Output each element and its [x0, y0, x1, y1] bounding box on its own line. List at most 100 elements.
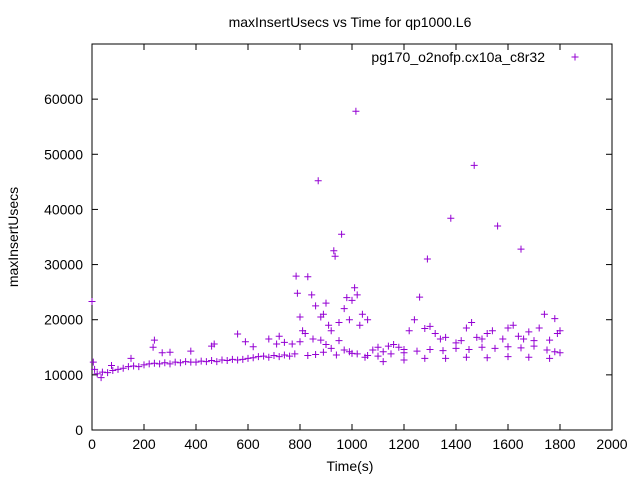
data-point — [213, 358, 221, 366]
data-point — [249, 343, 257, 351]
data-point — [345, 316, 353, 324]
data-point — [322, 299, 330, 307]
data-point — [442, 354, 450, 362]
data-point — [426, 322, 434, 330]
data-point — [421, 354, 429, 362]
data-point — [265, 335, 273, 343]
data-point — [325, 321, 333, 329]
data-point — [410, 316, 418, 324]
data-point — [234, 356, 242, 364]
x-tick-label: 200 — [132, 436, 156, 452]
data-point — [358, 310, 366, 318]
y-axis: 0 10000 20000 30000 40000 50000 60000 — [44, 91, 612, 438]
data-points — [88, 107, 564, 382]
data-point — [352, 107, 360, 115]
data-point — [431, 330, 439, 337]
data-point — [452, 344, 460, 352]
data-point — [322, 341, 330, 349]
data-point — [176, 359, 184, 367]
data-point — [244, 354, 252, 362]
data-point — [223, 357, 231, 365]
data-point — [319, 310, 327, 318]
data-point — [374, 352, 382, 360]
data-point — [504, 353, 512, 361]
data-point — [293, 289, 301, 297]
data-point — [351, 284, 359, 292]
x-axis: 0 200 400 600 800 1000 1200 1400 1600 1800 2000 — [88, 44, 628, 452]
data-point — [312, 350, 320, 358]
data-point — [340, 346, 348, 354]
x-tick-label: 1400 — [440, 436, 471, 452]
data-point — [301, 330, 309, 337]
data-point — [182, 358, 190, 366]
data-point — [197, 357, 205, 365]
data-point — [119, 364, 127, 372]
legend: pg170_o2nofp.cx10a_c8r32 — [371, 49, 579, 65]
x-axis-label: Time(s) — [327, 458, 374, 474]
x-tick-label: 1600 — [492, 436, 523, 452]
x-tick-label: 400 — [184, 436, 208, 452]
data-point — [104, 369, 112, 377]
plot-area — [91, 43, 613, 431]
data-point — [517, 344, 525, 352]
data-point — [442, 333, 450, 341]
data-point — [319, 348, 327, 356]
data-point — [540, 310, 548, 318]
y-tick-label: 40000 — [44, 201, 83, 217]
data-point — [400, 356, 408, 364]
data-point — [335, 318, 343, 326]
data-point — [114, 365, 122, 373]
data-point — [348, 296, 356, 304]
x-tick-label: 800 — [288, 436, 312, 452]
data-point — [124, 363, 132, 371]
data-point — [208, 357, 216, 365]
data-point — [296, 313, 304, 321]
data-point — [288, 340, 296, 348]
data-point — [260, 352, 268, 360]
data-point — [483, 330, 491, 337]
data-point — [234, 330, 242, 338]
data-point — [171, 358, 179, 366]
data-point — [150, 336, 158, 344]
data-point — [551, 348, 559, 356]
data-point — [364, 316, 372, 324]
data-point — [379, 358, 387, 366]
data-point — [413, 347, 421, 355]
legend-label: pg170_o2nofp.cx10a_c8r32 — [371, 49, 545, 65]
x-tick-label: 2000 — [596, 436, 627, 452]
data-point — [304, 352, 312, 360]
data-point — [535, 324, 543, 332]
data-point — [108, 361, 115, 369]
data-point — [280, 338, 288, 346]
data-point — [543, 346, 551, 354]
data-point — [286, 352, 294, 360]
data-point — [332, 351, 340, 359]
data-point — [465, 345, 473, 353]
data-point — [270, 352, 278, 360]
data-point — [525, 328, 533, 336]
data-point — [309, 335, 317, 343]
data-point — [439, 347, 447, 355]
data-point — [387, 350, 395, 358]
data-point — [390, 341, 398, 349]
data-point — [405, 327, 413, 335]
y-tick-label: 60000 — [44, 91, 83, 107]
data-point — [210, 340, 218, 348]
data-point — [494, 222, 502, 230]
data-point — [400, 349, 408, 357]
data-point — [89, 358, 97, 366]
data-point — [504, 324, 512, 332]
data-point — [150, 359, 158, 367]
data-point — [241, 338, 249, 346]
data-point — [395, 343, 403, 351]
data-point — [546, 354, 554, 362]
data-point — [202, 358, 210, 366]
data-point — [166, 360, 174, 368]
data-point — [156, 360, 164, 368]
data-point — [525, 353, 533, 361]
chart-title: maxInsertUsecs vs Time for qp1000.L6 — [229, 14, 472, 30]
data-point — [423, 255, 431, 263]
data-point — [330, 247, 338, 255]
legend-marker — [571, 53, 579, 61]
data-point — [127, 354, 135, 362]
